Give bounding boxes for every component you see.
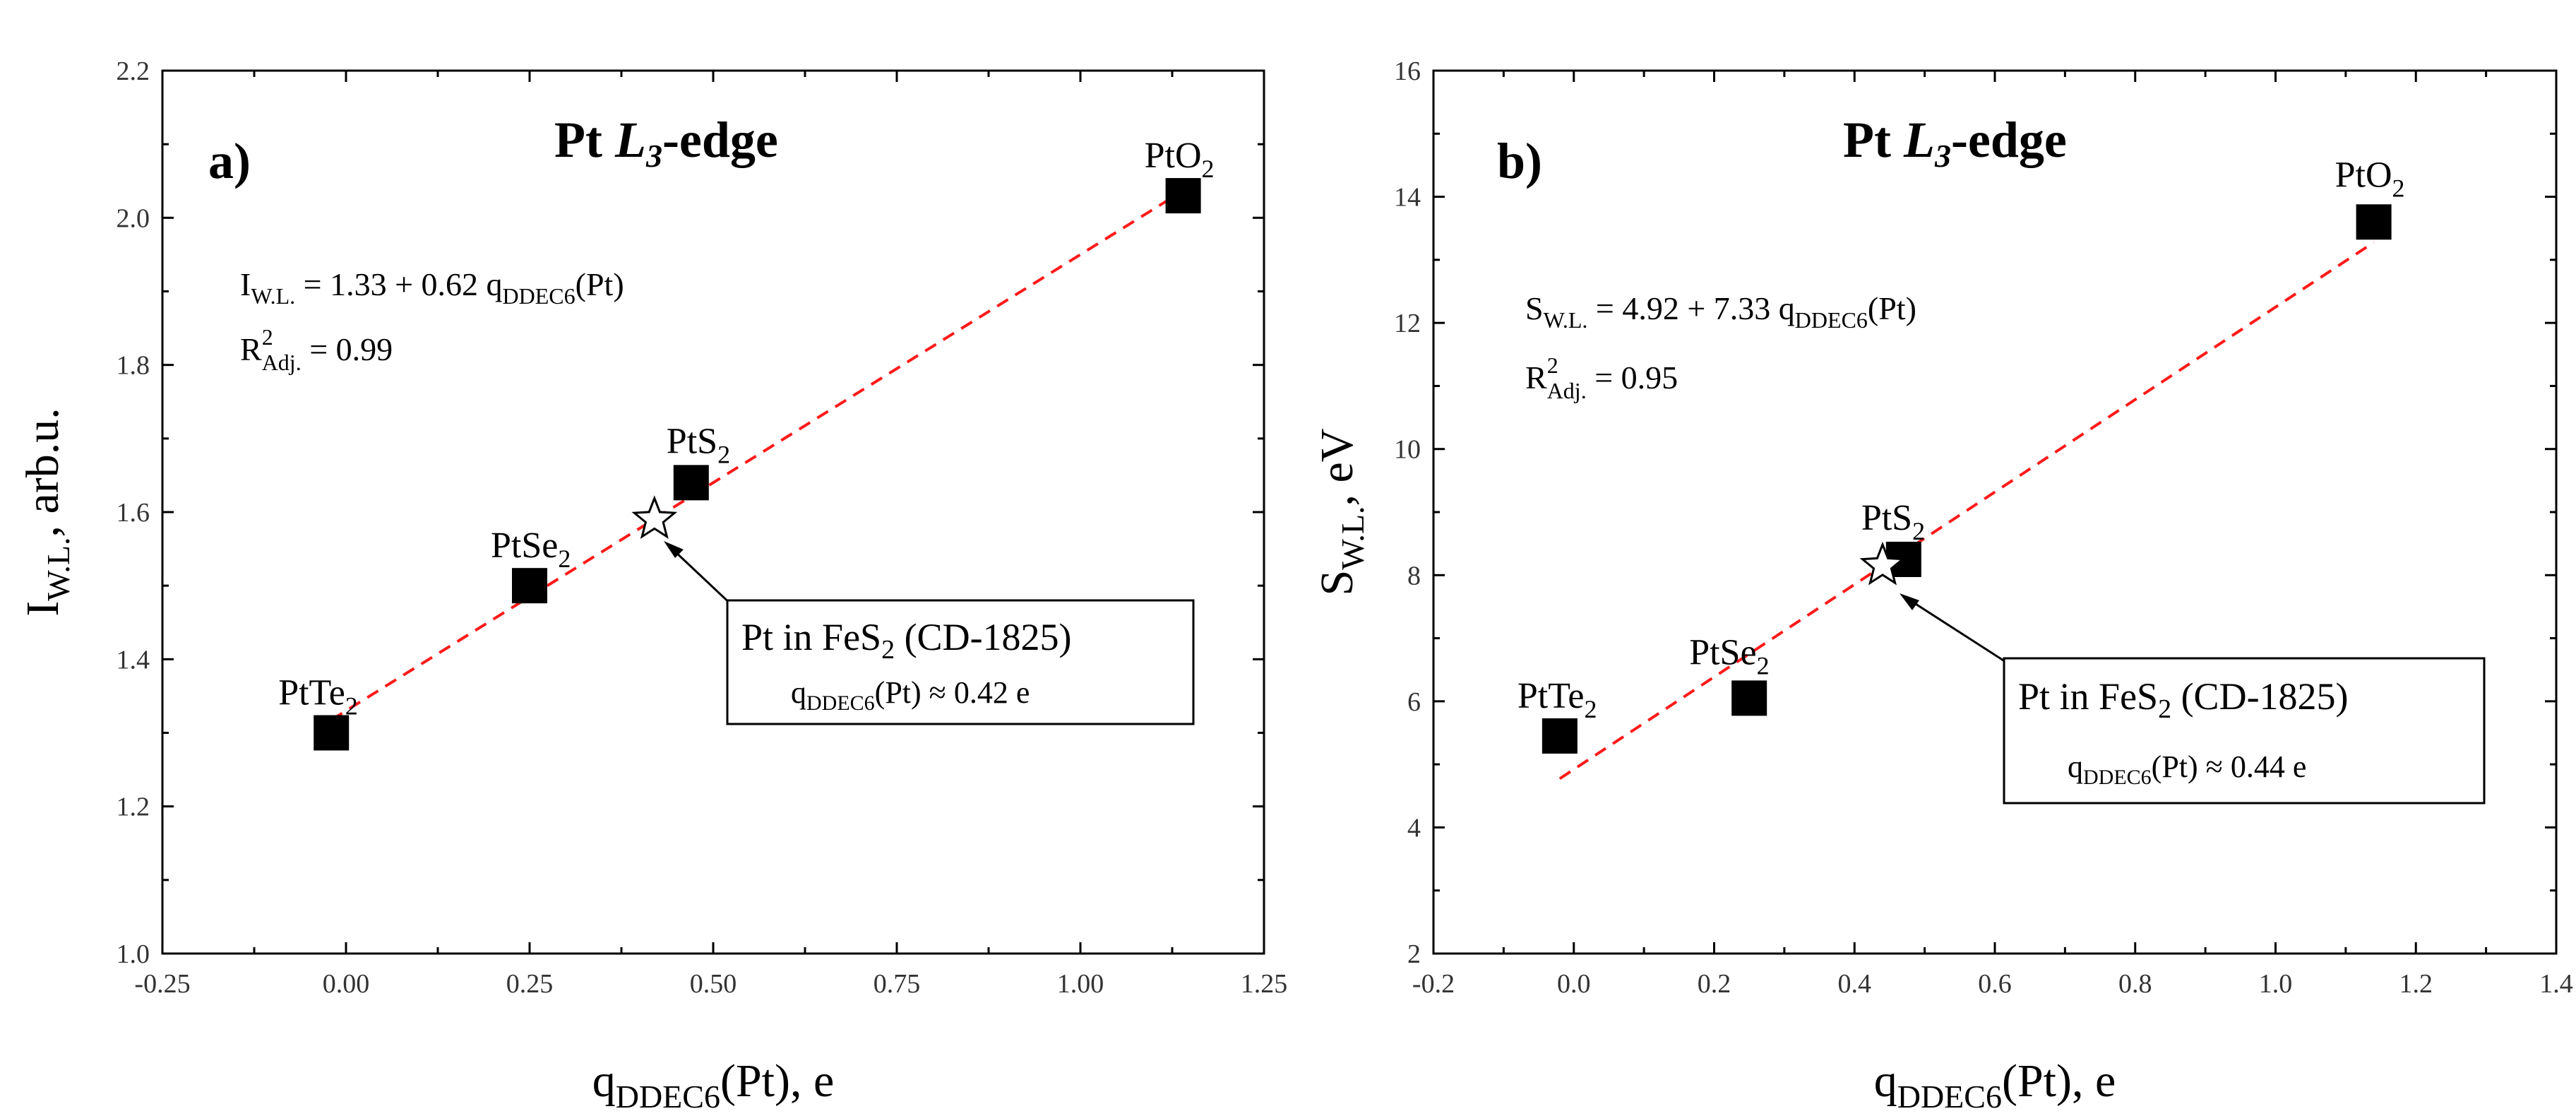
data-point-pto2 (2356, 204, 2392, 240)
y-ticks-a: 1.0 1.2 1.4 1.6 1.8 2.0 2.2 (117, 57, 1264, 969)
plot-frame-a (161, 69, 1265, 955)
data-point-ptte2 (1542, 718, 1578, 754)
point-label-ptte2: PtTe2 (278, 673, 358, 720)
data-point-pto2 (1165, 178, 1201, 214)
y-tick-label: 4 (1407, 813, 1421, 843)
x-tick-label: 1.0 (2259, 969, 2293, 999)
x-tick-label: 0.6 (1978, 969, 2012, 999)
y-tick-label: 2.0 (117, 203, 150, 233)
x-tick-label: -0.2 (1412, 969, 1455, 999)
x-tick-label: 0.00 (323, 969, 370, 999)
y-tick-label: 12 (1394, 309, 1421, 338)
annotation-line1-b: Pt in FeS2 (CD-1825) (2018, 675, 2349, 724)
annotation-a: Pt in FeS2 (CD-1825) qDDEC6(Pt) ≈ 0.42 e (664, 541, 1195, 725)
y-tick-label: 8 (1407, 561, 1421, 590)
annotation-arrow-b (1909, 599, 2012, 667)
chart-title-b: Pt L3-edge (1843, 112, 2067, 174)
x-tick-label: 1.25 (1241, 969, 1288, 999)
chart-b: -0.2 0.0 0.2 0.4 0.6 0.8 1.0 1.2 1.4 2 4 6 8 10 12 14 1… (1311, 57, 2573, 1115)
star-marker (1859, 541, 1906, 586)
y-tick-label: 14 (1394, 183, 1421, 213)
plot-frame-b (1432, 69, 2558, 955)
x-tick-label: 0.4 (1838, 969, 1872, 999)
data-point-ptse2 (1731, 680, 1767, 716)
arrowhead-b (1900, 593, 1919, 610)
point-label-ptte2: PtTe2 (1517, 676, 1597, 723)
point-label-ptse2: PtSe2 (491, 526, 571, 573)
y-tick-label: 1.4 (117, 645, 150, 675)
point-label-ptse2: PtSe2 (1689, 632, 1769, 679)
y-tick-label: 10 (1394, 435, 1421, 465)
y-tick-label: 1.8 (117, 351, 150, 381)
star-marker (631, 495, 678, 540)
panel-label-b: b) (1497, 133, 1542, 189)
x-tick-label: 0.25 (506, 969, 554, 999)
annotation-line1-a: Pt in FeS2 (CD-1825) (741, 616, 1072, 665)
fit-line (1558, 241, 2375, 780)
annotation-box-a (726, 599, 1195, 725)
x-tick-label: 1.2 (2399, 969, 2433, 999)
annotation-box-b (2003, 657, 2486, 805)
annotation-b: Pt in FeS2 (CD-1825) qDDEC6(Pt) ≈ 0.44 e (1900, 593, 2486, 805)
x-tick-label: -0.25 (134, 969, 190, 999)
annotation-line2-a: qDDEC6(Pt) ≈ 0.42 e (791, 675, 1030, 715)
chart-a: -0.25 0.00 0.25 0.50 0.75 1.00 1.25 1.01.21.41… (17, 57, 1287, 1115)
y-tick-label: 1.0 (117, 939, 150, 969)
x-tick-label: 1.00 (1057, 969, 1104, 999)
x-tick-label: 0.50 (690, 969, 737, 999)
x-axis-label-b: qDDEC6(Pt), e (1874, 1055, 2116, 1115)
y-tick-label: 1.6 (117, 498, 150, 528)
data-points-b: PtTe2 PtSe2 PtS2 PtO2 (1517, 155, 2405, 754)
annotation-arrow-a (673, 550, 736, 609)
fit-equation-b: SW.L. = 4.92 + 7.33 qDDEC6(Pt) (1525, 290, 1916, 333)
x-tick-label: 0.8 (2118, 969, 2152, 999)
y-tick-label: 1.2 (117, 793, 150, 822)
x-tick-label: 0.75 (873, 969, 921, 999)
y-axis-label-b: SW.L., eV (1311, 429, 1371, 596)
point-label-pts2: PtS2 (667, 421, 730, 468)
y-tick-label: 2 (1407, 939, 1421, 969)
x-tick-label: 1.4 (2539, 969, 2573, 999)
panel-label-a: a) (208, 133, 251, 189)
data-points-a: PtTe2 PtSe2 PtS2 PtO2 (278, 136, 1215, 751)
point-label-pts2: PtS2 (1861, 498, 1925, 545)
y-tick-label: 6 (1407, 687, 1421, 717)
fit-line-group-b (1558, 241, 2375, 780)
r-squared-a: R2 Adj. = 0.99 (240, 324, 393, 375)
y-ticks-b: 2 4 6 8 10 12 14 16 (1394, 57, 2556, 969)
y-tick-label: 16 (1394, 57, 1421, 86)
data-point-pts2 (673, 465, 709, 501)
fit-line-group-a (330, 189, 1184, 721)
x-axis-label-a: qDDEC6(Pt), e (592, 1055, 835, 1115)
x-ticks-b: -0.2 0.0 0.2 0.4 0.6 0.8 1.0 1.2 1.4 (1412, 71, 2573, 999)
arrowhead-a (664, 541, 684, 558)
chart-title-a: Pt L3-edge (554, 112, 778, 174)
data-point-ptte2 (314, 715, 350, 751)
y-axis-label-a: IW.L., arb.u. (17, 408, 76, 617)
fit-equation-a: IW.L. = 1.33 + 0.62 qDDEC6(Pt) (240, 266, 624, 309)
y-tick-label: 2.2 (117, 57, 150, 86)
point-label-pto2: PtO2 (2335, 155, 2405, 202)
x-ticks-a: -0.25 0.00 0.25 0.50 0.75 1.00 1.25 (134, 71, 1287, 999)
r-squared-b: R2 Adj. = 0.95 (1525, 352, 1678, 403)
x-tick-label: 0.0 (1557, 969, 1591, 999)
annotation-line2-b: qDDEC6(Pt) ≈ 0.44 e (2068, 749, 2306, 789)
data-point-ptse2 (512, 568, 547, 604)
fit-line (330, 189, 1184, 721)
x-tick-label: 0.2 (1698, 969, 1731, 999)
point-label-pto2: PtO2 (1145, 136, 1215, 183)
